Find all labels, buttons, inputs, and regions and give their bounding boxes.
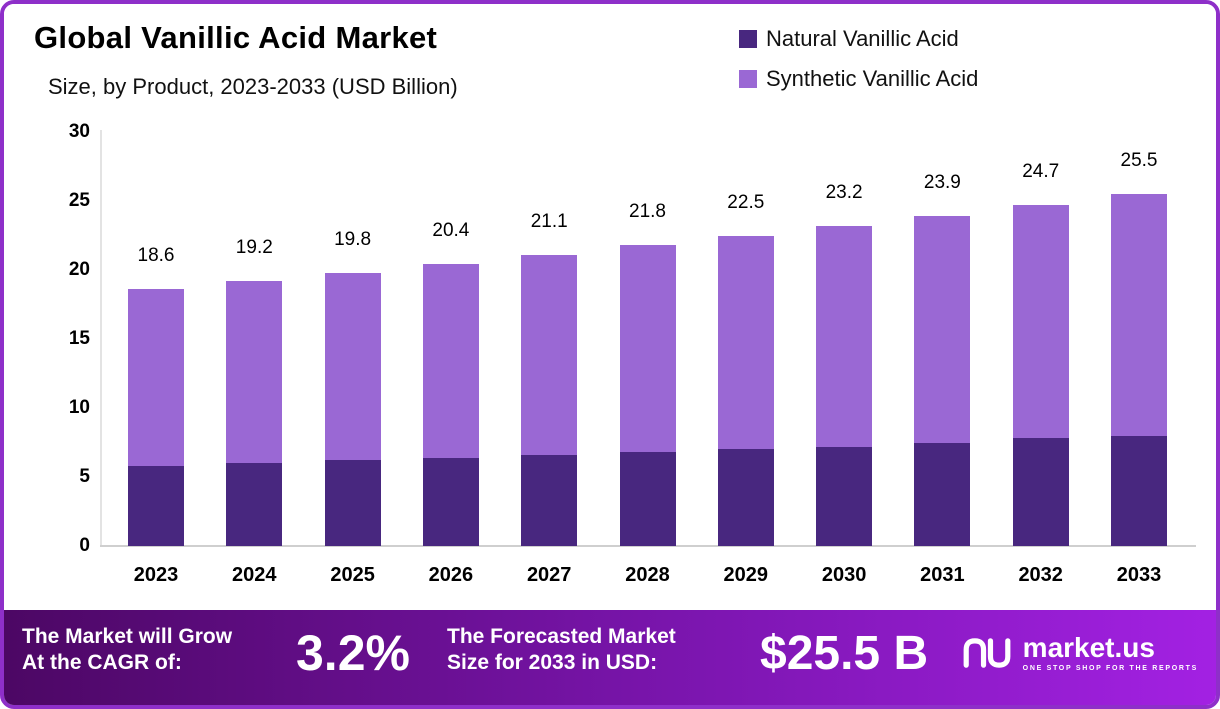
bar-group [914, 216, 971, 546]
legend-item-synthetic: Synthetic Vanillic Acid [739, 66, 978, 92]
x-axis-label: 2031 [920, 564, 965, 586]
bar-segment-synthetic [422, 264, 479, 458]
y-axis-tick-label: 25 [68, 190, 90, 211]
bar-value-label: 20.4 [432, 220, 470, 242]
forecast-value: $25.5 B [760, 627, 929, 680]
bar-segment-natural [717, 449, 774, 546]
bar-group [226, 281, 283, 546]
bar-value-label: 22.5 [727, 191, 765, 213]
legend-label-synthetic: Synthetic Vanillic Acid [766, 66, 979, 91]
legend-swatch-synthetic [739, 70, 757, 88]
bar-segment-natural [914, 442, 971, 546]
x-axis-label: 2030 [821, 564, 867, 586]
forecast-label: The Forecasted Market Size for 2033 in U… [447, 624, 676, 676]
bar-value-label: 18.6 [137, 245, 175, 267]
x-axis-label: 2033 [1116, 564, 1162, 586]
bar-segment-synthetic [1111, 194, 1167, 436]
cagr-label-line1: The Market will Grow [22, 625, 233, 648]
bar-segment-synthetic [521, 254, 578, 455]
y-axis-tick-label: 5 [79, 466, 90, 487]
bar-segment-natural [128, 465, 184, 546]
bar-group [717, 235, 774, 547]
bar-value-label: 19.2 [235, 237, 273, 259]
bar-segment-natural [226, 463, 283, 546]
marketus-logo-icon [963, 638, 1011, 668]
y-axis-tick-label: 20 [68, 259, 90, 280]
bar-group [324, 272, 381, 546]
bar-segment-natural [619, 452, 676, 546]
bar-value-label: 23.9 [923, 172, 961, 194]
y-axis-tick-label: 10 [68, 397, 90, 418]
bar-group [128, 289, 184, 546]
legend-label-natural: Natural Vanillic Acid [766, 26, 959, 51]
plot: 18.6 2023 19.2 2024 19.8 2025 20.4 2026 21.1 2027… [104, 132, 1192, 586]
brand-name: market.us [1022, 632, 1155, 663]
x-axis-label: 2028 [625, 564, 670, 586]
x-axis-label: 2025 [330, 564, 375, 586]
bar-segment-natural [816, 446, 873, 546]
brand-text-block: market.us ONE STOP SHOP FOR THE REPORTS [1022, 632, 1198, 673]
bar-segment-synthetic [226, 281, 283, 464]
chart-title: Global Vanillic Acid Market [34, 20, 438, 55]
cagr-value: 3.2% [296, 625, 410, 681]
bar-segment-natural [521, 454, 578, 546]
bar-value-label: 23.2 [825, 181, 863, 203]
bar-group [422, 264, 479, 546]
legend: Natural Vanillic Acid Synthetic Vanillic… [739, 26, 978, 92]
bar-segment-natural [324, 460, 381, 546]
x-axis-label: 2026 [428, 564, 474, 586]
x-axis-label: 2029 [723, 564, 769, 586]
bar-segment-synthetic [619, 245, 676, 453]
legend-swatch-natural [739, 30, 757, 48]
x-axis-label: 2024 [232, 564, 277, 586]
forecast-label-line1: The Forecasted Market [447, 625, 676, 648]
bar-value-label: 21.8 [629, 201, 666, 223]
y-axis-tick-label: 15 [68, 328, 90, 349]
bar-value-label: 19.8 [334, 228, 372, 250]
bar-group [619, 245, 676, 546]
x-axis-line [100, 545, 1196, 547]
bar-value-label: 21.1 [530, 210, 568, 232]
forecast-label-line2: Size for 2033 in USD: [447, 651, 658, 674]
bar-segment-natural [1111, 435, 1167, 546]
bar-group [816, 225, 873, 546]
bar-segment-natural [1012, 438, 1069, 546]
brand: market.us ONE STOP SHOP FOR THE REPORTS [961, 632, 1198, 674]
y-axis-tick-label: 30 [68, 121, 90, 142]
bar-value-label: 24.7 [1022, 161, 1060, 183]
bar-group [521, 254, 578, 546]
cagr-label-line2: At the CAGR of: [22, 651, 182, 674]
x-axis-label: 2027 [526, 564, 572, 586]
y-axis-tick-label: 0 [79, 535, 90, 556]
chart-area: Global Vanillic Acid Market Size, by Pro… [4, 4, 1216, 610]
bar-segment-synthetic [914, 216, 971, 443]
bar-group [1012, 205, 1069, 546]
legend-item-natural: Natural Vanillic Acid [739, 26, 978, 52]
chart-subtitle: Size, by Product, 2023-2033 (USD Billion… [48, 74, 458, 99]
bar-segment-synthetic [128, 289, 184, 466]
bar-value-label: 25.5 [1120, 150, 1158, 172]
bar-segment-synthetic [816, 225, 873, 447]
bar-segment-synthetic [324, 272, 381, 461]
bar-segment-synthetic [717, 235, 774, 450]
bar-group [1111, 194, 1167, 546]
brand-tagline: ONE STOP SHOP FOR THE REPORTS [1022, 665, 1198, 672]
y-axis-line [100, 130, 102, 547]
bar-segment-natural [422, 457, 479, 546]
x-axis-label: 2023 [133, 564, 179, 586]
bar-segment-synthetic [1012, 205, 1069, 439]
footer-banner: The Market will Grow At the CAGR of: 3.2… [4, 610, 1216, 705]
x-axis-label: 2032 [1018, 564, 1063, 586]
cagr-label: The Market will Grow At the CAGR of: [22, 624, 232, 676]
